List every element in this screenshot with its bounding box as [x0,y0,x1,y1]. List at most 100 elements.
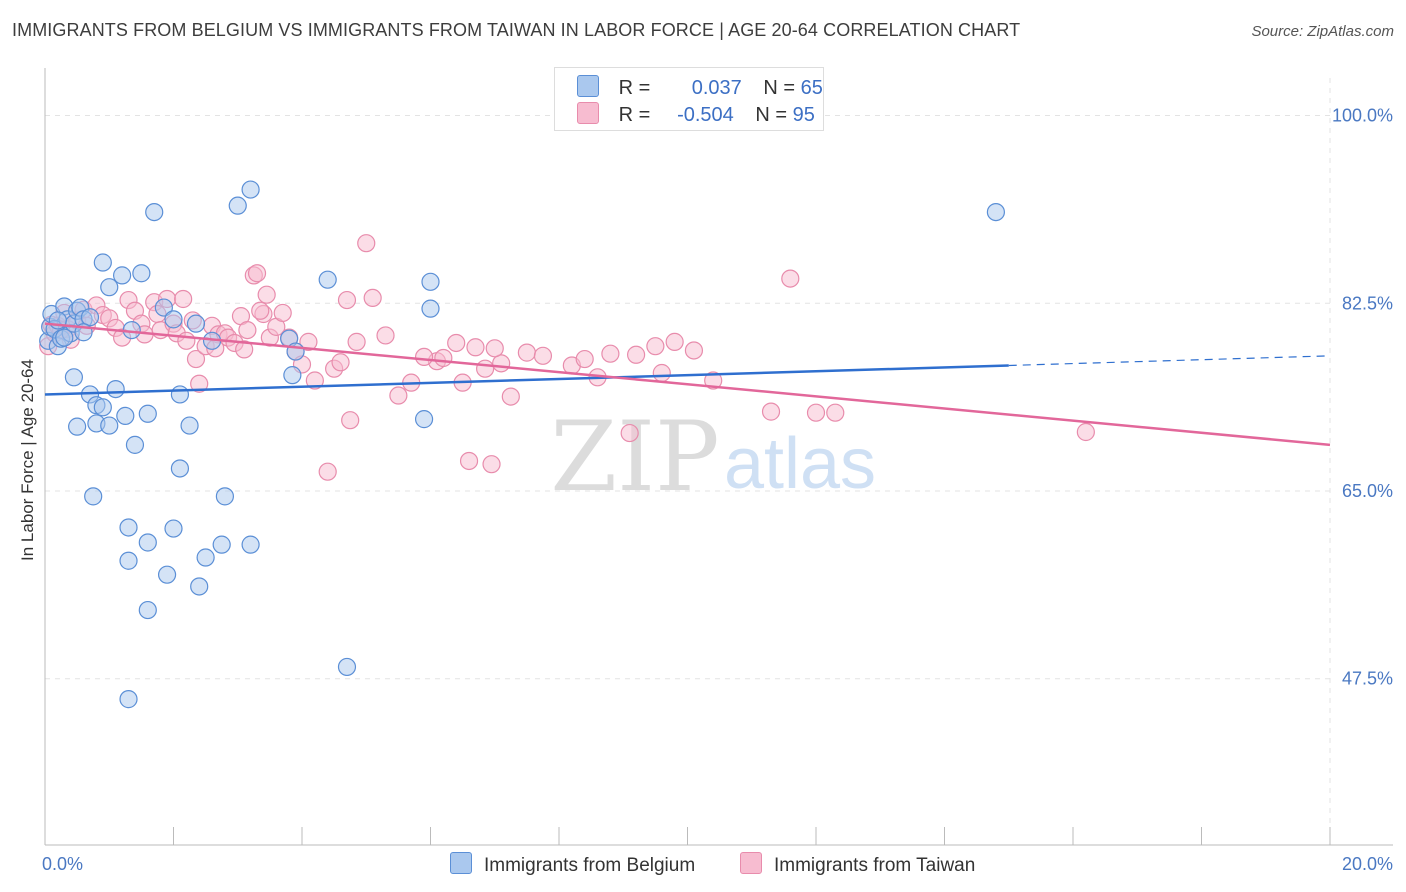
belgium-point [68,417,87,436]
belgium-point [414,410,434,429]
y-tick-label: 82.5% [1342,293,1393,313]
belgium-point [157,565,177,584]
taiwan-point [363,288,382,308]
belgium-point [421,272,440,291]
belgium-point [132,264,151,283]
taiwan-point [177,331,196,350]
taiwan-point [389,386,408,405]
belgium-point [318,270,337,289]
r-label: R = [618,77,651,99]
belgium-point [186,314,206,333]
belgium-point [170,459,190,478]
watermark-zip: ZIP [550,401,719,513]
belgium-point [125,435,145,454]
taiwan-swatch [577,102,599,124]
taiwan-point [482,455,501,474]
y-tick-label: 47.5% [1342,669,1393,689]
taiwan-point [434,348,453,368]
taiwan-point [704,371,723,390]
taiwan-point [257,285,276,304]
taiwan-point [533,346,553,365]
belgium-point [241,180,260,199]
taiwan-point [299,332,318,351]
taiwan-point [337,290,357,310]
belgium-point [180,416,199,435]
legend-row-belgium: R = 0.037 N = 65 [577,75,823,99]
trend-lines [44,322,1331,447]
n-label: N = [763,77,796,99]
belgium-point [196,548,215,567]
belgium-swatch [577,75,599,97]
belgium-point [138,533,157,552]
belgium-point [337,657,357,677]
belgium-point [80,308,100,327]
taiwan-point [601,344,620,363]
x-tick-label: 20.0% [1342,854,1393,874]
belgium-point [116,406,135,426]
belgium-points [39,180,1006,709]
taiwan-point [414,347,434,367]
belgium-point [84,487,103,506]
taiwan-point [1076,422,1095,442]
y-tick-label: 65.0% [1342,481,1393,501]
taiwan-point [247,264,267,283]
r-label: R = [618,104,651,126]
x-tick-label: 0.0% [42,854,83,874]
taiwan-point [347,332,366,351]
belgium-point [215,487,234,506]
belgium-point [164,519,183,538]
correlation-legend: R = 0.037 N = 65 R = -0.504 N = 95 [554,67,824,131]
belgium-point [154,298,173,317]
taiwan-point [447,333,466,353]
belgium-point [93,253,112,272]
taiwan-point [190,374,209,393]
taiwan-point [781,269,800,288]
taiwan-point [341,411,360,430]
legend-item-taiwan: Immigrants from Taiwan [740,852,975,877]
watermark: ZIP atlas [550,401,876,513]
taiwan-point [575,349,594,369]
belgium-swatch [450,852,472,874]
belgium-point [283,366,302,385]
y-tick-label: 100.0% [1332,106,1393,126]
legend-item-belgium: Immigrants from Belgium [450,852,695,877]
taiwan-point [806,403,826,422]
belgium-point [241,535,260,554]
taiwan-point [501,387,520,406]
taiwan-n-value: 95 [792,104,815,126]
taiwan-point [761,402,781,421]
taiwan-r-value: -0.504 [677,104,734,126]
belgium-point [100,278,119,297]
belgium-point [100,416,119,435]
taiwan-point [684,341,704,360]
legend-label-belgium: Immigrants from Belgium [484,855,696,876]
legend-label-taiwan: Immigrants from Taiwan [774,855,976,876]
belgium-point [138,404,157,423]
n-label: N = [755,104,788,126]
taiwan-point [273,303,292,323]
belgium-point [119,518,138,537]
y-axis-label: In Labor Force | Age 20-64 [18,359,37,561]
belgium-point [64,368,84,387]
legend-row-taiwan: R = -0.504 N = 95 [577,102,815,126]
taiwan-point [305,371,324,390]
taiwan-point [331,353,350,372]
taiwan-trend-line [44,322,1331,447]
taiwan-point [235,340,254,359]
belgium-point [170,385,190,404]
belgium-trend-line [44,364,1009,396]
taiwan-point [357,234,376,253]
taiwan-swatch [740,852,762,874]
belgium-n-value: 65 [800,77,823,99]
belgium-point [138,600,157,620]
taiwan-point [186,349,206,369]
source-label: Source: ZipAtlas.com [1251,23,1394,40]
watermark-atlas: atlas [724,424,876,504]
belgium-point [119,551,138,570]
belgium-trend-extension [1008,355,1331,367]
taiwan-point [626,345,646,364]
belgium-point [228,196,247,215]
taiwan-point [826,403,845,422]
taiwan-point [466,338,485,357]
